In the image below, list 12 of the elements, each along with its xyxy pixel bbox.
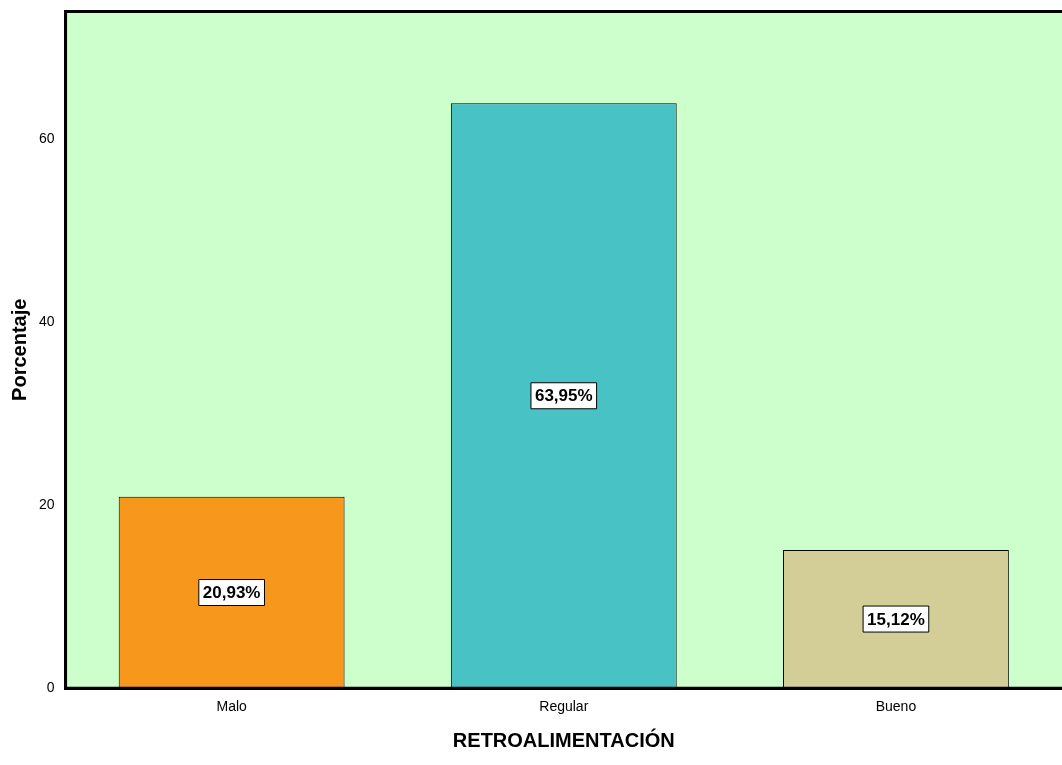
y-tick-label: 60 — [38, 130, 55, 147]
x-tick-label: Malo — [216, 698, 248, 715]
y-tick-label: 40 — [38, 313, 55, 330]
data-label: 20,93% — [202, 583, 261, 603]
x-tick-label: Regular — [539, 698, 589, 715]
y-axis-title: Porcentaje — [7, 298, 30, 401]
data-label: 15,12% — [867, 609, 925, 629]
data-label: 63,95% — [534, 386, 593, 406]
y-tick-label: 0 — [46, 679, 55, 696]
x-tick-label: Bueno — [875, 698, 917, 715]
x-axis-title: RETROALIMENTACIÓN — [452, 727, 675, 751]
y-tick-label: 20 — [38, 496, 55, 513]
